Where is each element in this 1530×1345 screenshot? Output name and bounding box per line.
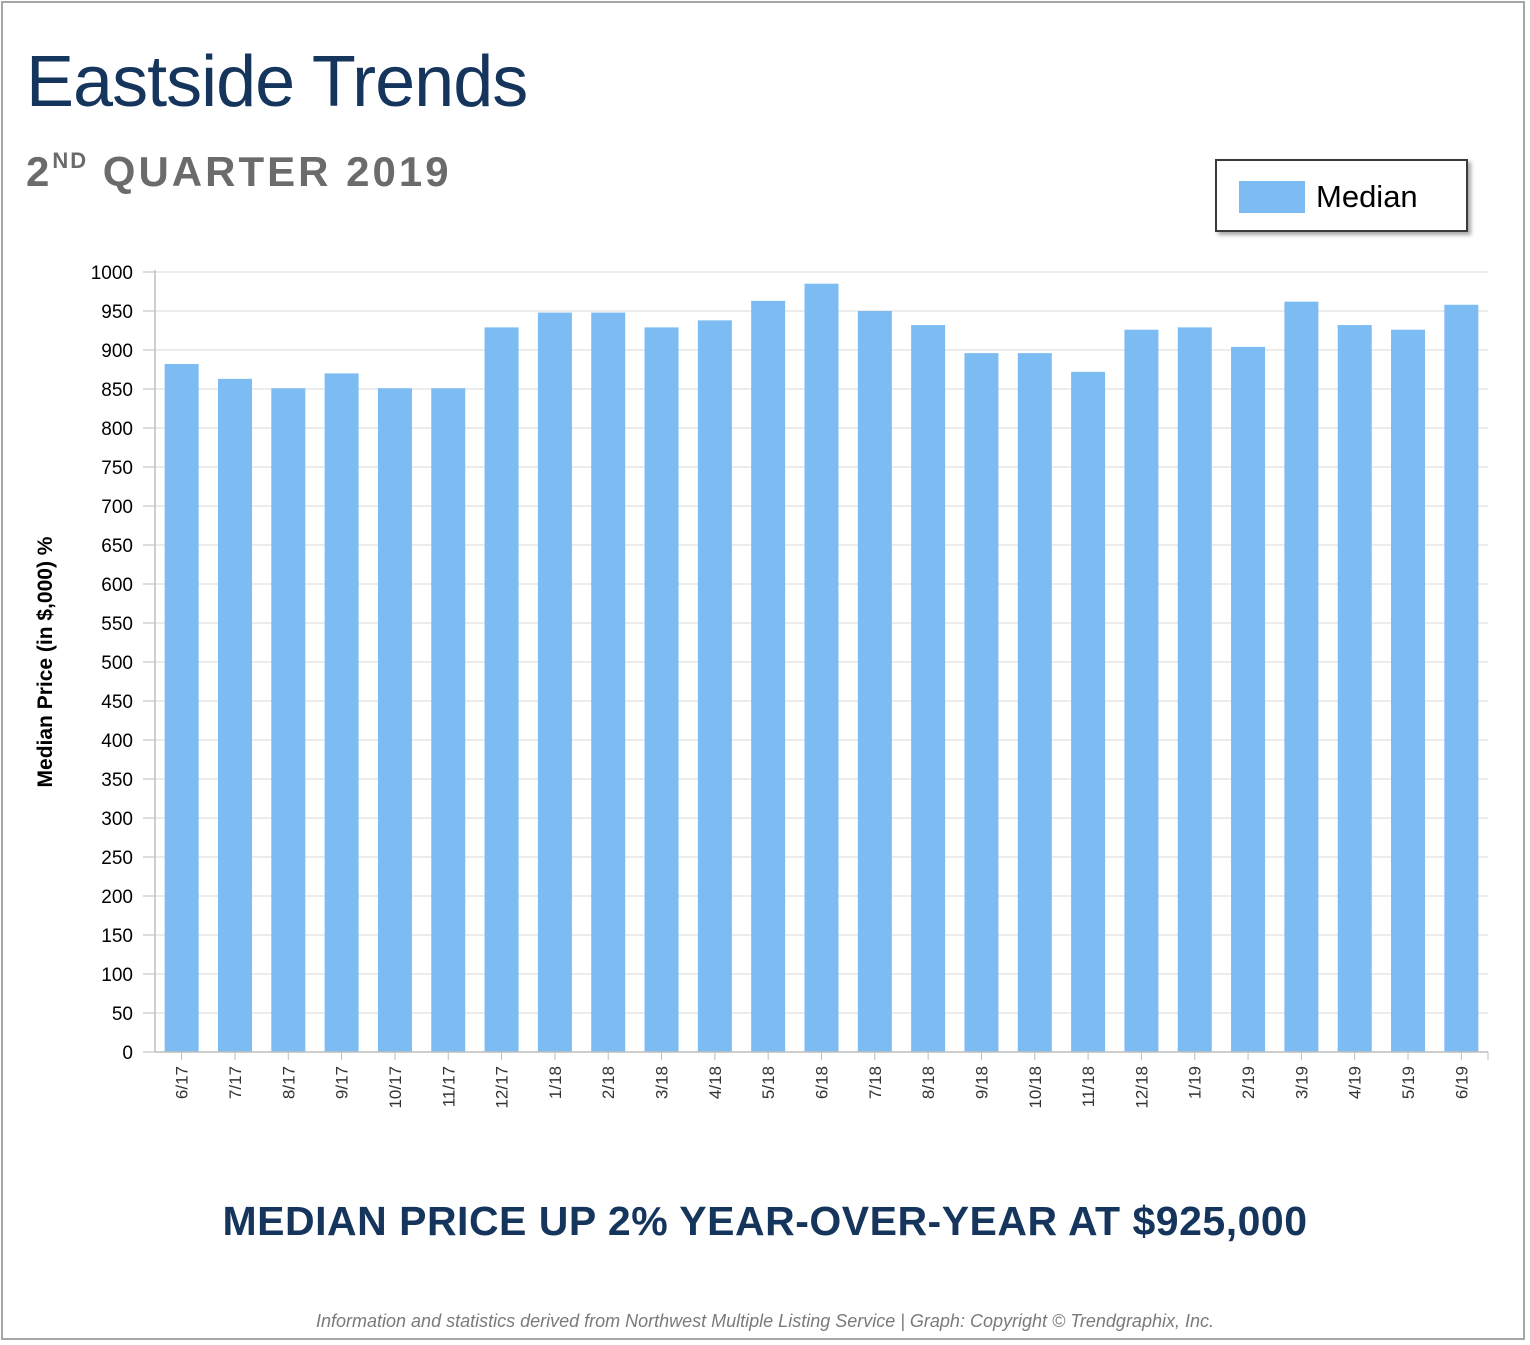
bar [1071,371,1106,1053]
bar [857,311,892,1052]
bar [751,300,786,1052]
bar [1231,346,1266,1052]
y-tick-labels: 0 50 100 150 200 250 300 350 400 450 500 550 600 650 7… [91,263,155,1064]
x-tick-label: 12/18 [1132,1066,1151,1109]
y-tick-label: 850 [101,380,133,401]
y-tick-label: 500 [101,653,133,674]
bar [1337,325,1372,1052]
subtitle-ordinal: ND [52,148,89,173]
page-title: Eastside Trends [26,42,528,122]
bar [164,364,199,1052]
bar [804,283,839,1052]
y-tick-label: 550 [101,614,133,635]
y-tick-label: 350 [101,770,133,791]
x-tick-label: 10/17 [386,1066,405,1109]
bar [1124,329,1159,1053]
bar [271,388,306,1053]
bar [1284,301,1319,1052]
y-tick-label: 250 [101,848,133,869]
x-tick-label: 9/18 [972,1066,991,1099]
y-tick-label: 0 [122,1043,133,1064]
x-tick-label: 2/19 [1239,1066,1258,1099]
bar [377,388,412,1053]
x-tick-label: 5/18 [759,1066,778,1099]
y-tick-label: 50 [112,1004,133,1025]
y-tick-label: 700 [101,497,133,518]
footnote: Information and statistics derived from … [316,1311,1214,1331]
y-axis-label: Median Price (in $,000) % [34,536,57,787]
bar [591,312,626,1052]
y-tick-label: 800 [101,419,133,440]
y-tick-label: 100 [101,965,133,986]
x-tick-label: 3/19 [1292,1066,1311,1099]
x-tick-label: 6/18 [813,1066,832,1099]
bar [324,373,359,1052]
legend-swatch [1239,181,1305,213]
bar [484,327,519,1052]
page-subtitle: 2ND QUARTER 2019 [26,150,452,193]
bar [1177,327,1212,1052]
y-tick-label: 750 [101,458,133,479]
bar [644,327,679,1052]
y-tick-label: 600 [101,575,133,596]
x-tick-label: 6/17 [173,1066,192,1099]
subtitle-number: 2 [26,148,53,195]
bars [164,283,1479,1053]
y-tick-label: 650 [101,536,133,557]
bar [1017,353,1052,1052]
y-tick-label: 300 [101,809,133,830]
median-price-chart: 0 50 100 150 200 250 300 350 400 450 500 550 600 650 7… [34,263,1489,1109]
x-tick-label: 4/19 [1346,1066,1365,1099]
bar [1444,304,1479,1052]
x-tick-label: 1/19 [1186,1066,1205,1099]
y-tick-label: 200 [101,887,133,908]
bar [1391,329,1426,1053]
bar [964,353,999,1052]
x-tick-label: 9/17 [333,1066,352,1099]
y-tick-label: 450 [101,692,133,713]
bar [911,325,946,1052]
x-tick-label: 8/17 [279,1066,298,1099]
y-tick-label: 400 [101,731,133,752]
bar [537,312,572,1052]
x-tick-label: 3/18 [653,1066,672,1099]
x-tick-label: 6/19 [1452,1066,1471,1099]
bar [217,378,252,1052]
headline: MEDIAN PRICE UP 2% YEAR-OVER-YEAR AT $92… [222,1198,1308,1244]
x-tick-label: 11/18 [1079,1066,1098,1107]
y-tick-label: 150 [101,926,133,947]
x-tick-label: 7/18 [866,1066,885,1099]
x-tick-label: 8/18 [919,1066,938,1099]
x-tick-label: 5/19 [1399,1066,1418,1099]
bar [431,388,466,1053]
legend-label: Median [1316,179,1418,214]
chart-legend: Median [1215,159,1468,232]
bar [697,320,732,1052]
x-tick-label: 7/17 [226,1066,245,1099]
x-tick-label: 11/17 [439,1066,458,1107]
subtitle-text: QUARTER 2019 [88,148,452,195]
x-tick-label: 4/18 [706,1066,725,1099]
x-tick-label: 2/18 [599,1066,618,1099]
y-tick-label: 1000 [91,263,133,284]
y-tick-label: 900 [101,341,133,362]
x-tick-label: 1/18 [546,1066,565,1099]
x-tick-label: 10/18 [1026,1066,1045,1109]
y-tick-label: 950 [101,302,133,323]
x-tick-labels: 6/17 7/17 8/17 9/17 10/17 11/17 12/17 1/18 2/18 3… [173,1052,1471,1109]
x-tick-label: 12/17 [493,1066,512,1109]
